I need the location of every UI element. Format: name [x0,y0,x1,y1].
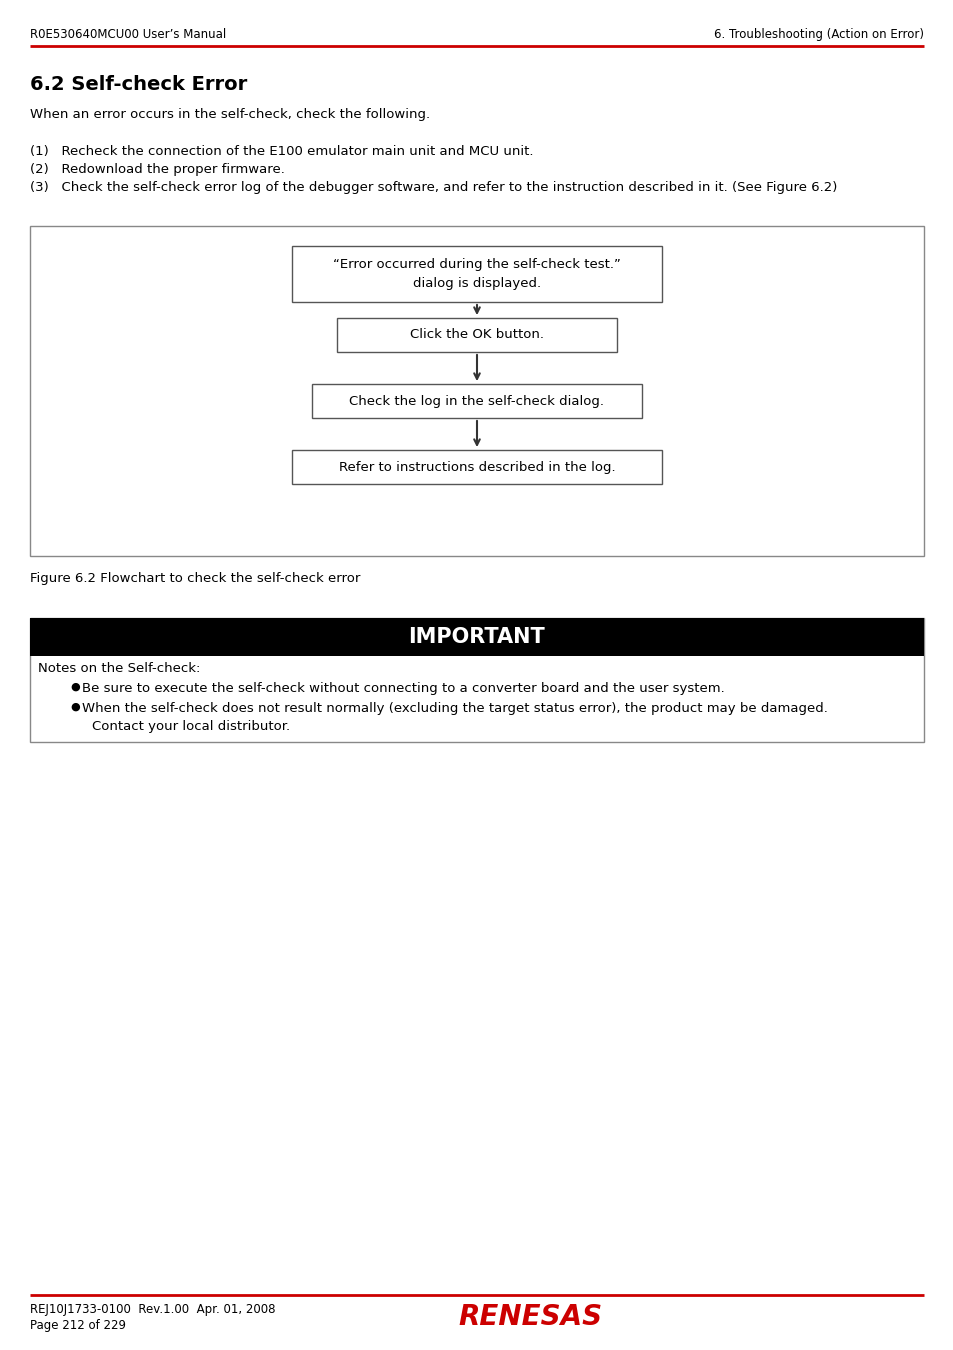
Text: (3)   Check the self-check error log of the debugger software, and refer to the : (3) Check the self-check error log of th… [30,181,837,194]
Text: “Error occurred during the self-check test.”
dialog is displayed.: “Error occurred during the self-check te… [333,258,620,290]
Bar [30,225,923,556]
Text: Check the log in the self-check dialog.: Check the log in the self-check dialog. [349,394,604,408]
Text: REJ10J1733-0100  Rev.1.00  Apr. 01, 2008: REJ10J1733-0100 Rev.1.00 Apr. 01, 2008 [30,1303,275,1316]
Text: 6. Troubleshooting (Action on Error): 6. Troubleshooting (Action on Error) [713,28,923,40]
Text: Figure 6.2 Flowchart to check the self-check error: Figure 6.2 Flowchart to check the self-c… [30,572,360,585]
Text: Be sure to execute the self-check without connecting to a converter board and th: Be sure to execute the self-check withou… [82,682,724,695]
Text: When the self-check does not result normally (excluding the target status error): When the self-check does not result norm… [82,702,827,716]
Text: ●: ● [70,702,80,711]
Bar [312,383,641,418]
Text: Page 212 of 229: Page 212 of 229 [30,1319,126,1332]
Bar [30,618,923,656]
Bar [292,246,661,302]
Text: Notes on the Self-check:: Notes on the Self-check: [38,662,200,675]
Text: (2)   Redownload the proper firmware.: (2) Redownload the proper firmware. [30,163,285,176]
Bar [30,618,923,743]
Bar [292,450,661,485]
Text: When an error occurs in the self-check, check the following.: When an error occurs in the self-check, … [30,108,430,122]
Text: IMPORTANT: IMPORTANT [408,626,545,647]
Text: Contact your local distributor.: Contact your local distributor. [91,720,290,733]
Text: RENESAS: RENESAS [457,1303,601,1331]
Text: (1)   Recheck the connection of the E100 emulator main unit and MCU unit.: (1) Recheck the connection of the E100 e… [30,144,533,158]
Text: 6.2 Self-check Error: 6.2 Self-check Error [30,76,247,95]
Text: Refer to instructions described in the log.: Refer to instructions described in the l… [338,460,615,474]
Text: Click the OK button.: Click the OK button. [410,328,543,342]
Text: R0E530640MCU00 User’s Manual: R0E530640MCU00 User’s Manual [30,28,226,40]
Text: ●: ● [70,682,80,693]
Bar [336,319,617,352]
